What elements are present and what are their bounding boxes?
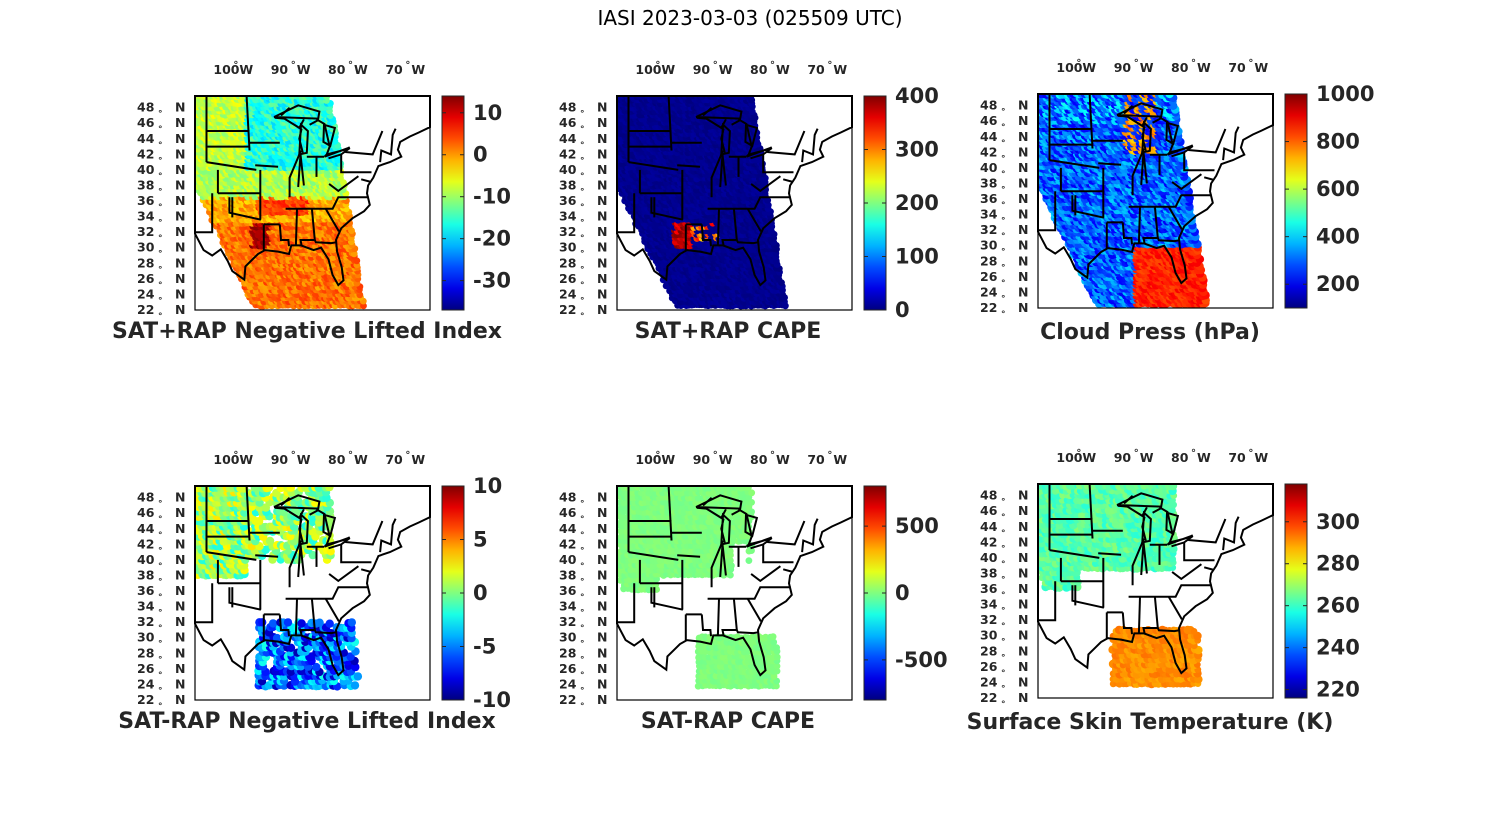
colorbar [441,95,465,311]
lat-suffix: N [175,177,185,192]
lon-label: 90 [271,62,289,77]
state-border [288,150,302,198]
lat-suffix: N [175,209,185,224]
degree-mark: ° [158,172,163,182]
map-frame [194,95,431,311]
lat-suffix: N [175,193,185,208]
degree-mark: ° [158,110,163,120]
state-border [309,119,319,126]
colorbar-tick-label: -30 [473,269,511,293]
colorbar-tick-label: 0 [473,143,488,167]
state-border [328,147,351,160]
lat-suffix: N [175,224,185,239]
state-border [315,118,331,155]
map-plot: 100° W 90 ° W 80 ° W 70 ° W48 ° N46°N44 ° N42 ° N40 ° N38 °… [559,60,939,322]
lat-label: 32 [137,224,154,239]
lat-label: 22 [137,302,154,317]
state-border [274,116,305,130]
lat-suffix: N [175,302,185,317]
state-border [328,175,359,193]
lat-label: 48 [137,100,154,115]
lat-label: 24 [137,286,155,301]
lat-suffix: N [175,286,185,301]
lon-suffix: W [411,62,425,77]
panel-sat-rap-nli: 100 ° W 90 ° W 80 ° W 70 ° W 48 ° N 46 ° N 44 ° N 42 ° N 40 ° N 38 °… [100,60,530,360]
state-border [360,178,371,183]
state-border [206,161,257,171]
lat-suffix: N [175,255,185,270]
lat-label: 42 [137,146,154,161]
degree-mark: ° [158,296,163,306]
lon-suffix: W [354,62,368,77]
lake-erie [323,146,351,158]
state-border [324,208,340,232]
lat-suffix: N [175,131,185,146]
lake-superior [273,104,321,120]
colorbar-tick-label: 10 [473,101,502,125]
state-border [294,208,298,246]
degree-mark: ° [158,203,163,213]
lat-suffix: N [175,162,185,177]
lat-suffix: N [175,240,185,255]
lat-label: 44 [137,131,155,146]
state-border [255,164,279,168]
panel-title: SAT+RAP Negative Lifted Index [112,319,502,344]
data-points [195,96,367,310]
colorbar-tick-label: -10 [473,185,511,209]
degree-mark: ° [158,125,163,135]
state-border [195,193,214,234]
coastline [194,95,431,287]
degree-mark: ° [158,156,163,166]
degree-mark: ° [158,312,163,322]
degree-mark: ° [158,141,163,151]
state-border [313,239,337,245]
state-border [299,208,316,246]
degree-mark: ° [233,60,238,71]
degree-mark: ° [158,219,163,229]
degree-mark: ° [158,281,163,291]
lat-suffix: N [175,271,185,286]
lat-label: 38 [137,177,154,192]
colorbar-tick-label: -20 [473,227,511,251]
lon-label: 100 [213,62,239,77]
state-border [340,154,372,174]
data-point [360,302,367,310]
lat-label: 40 [137,162,155,177]
lat-label: 36 [137,193,155,208]
lake-huron [322,123,337,148]
state-border [278,224,290,247]
degree-mark: ° [158,250,163,260]
state-border [245,95,251,151]
degree-mark: ° [158,187,163,197]
lon-label: 80 [328,62,346,77]
figure-title: IASI 2023-03-03 (025509 UTC) [597,6,903,30]
lat-label: 26 [137,271,155,286]
panel-sat-rap-cape: 100 ° W 90 ° W 80 ° W 70 ° W 48 ° N 46 ° N 44 ° N 42 ° N 40 ° N 38 °… [522,60,952,360]
state-border [379,128,397,163]
state-border [228,197,262,221]
lon-suffix: W [239,62,253,77]
lat-label: 34 [137,209,155,224]
degree-mark: ° [348,60,353,71]
state-border [285,196,369,210]
lat-label: 28 [137,255,154,270]
lat-label: 46 [137,115,155,130]
lake-michigan [298,122,309,156]
degree-mark: ° [291,60,296,71]
state-boundaries [194,95,431,287]
degree-mark: ° [158,234,163,244]
lat-suffix: N [175,115,185,130]
map-plot: 100° W 90 ° W 80 ° W 70 ° W48 ° N46°N44 ° N42 ° N40 ° N38 °… [137,60,511,322]
lat-label: 30 [137,240,155,255]
degree-mark: ° [405,60,410,71]
lon-suffix: W [297,62,311,77]
lon-label: 70 [385,62,403,77]
state-border [345,130,384,156]
degree-mark: ° [158,265,163,275]
lat-suffix: N [175,100,185,115]
lat-suffix: N [175,146,185,161]
